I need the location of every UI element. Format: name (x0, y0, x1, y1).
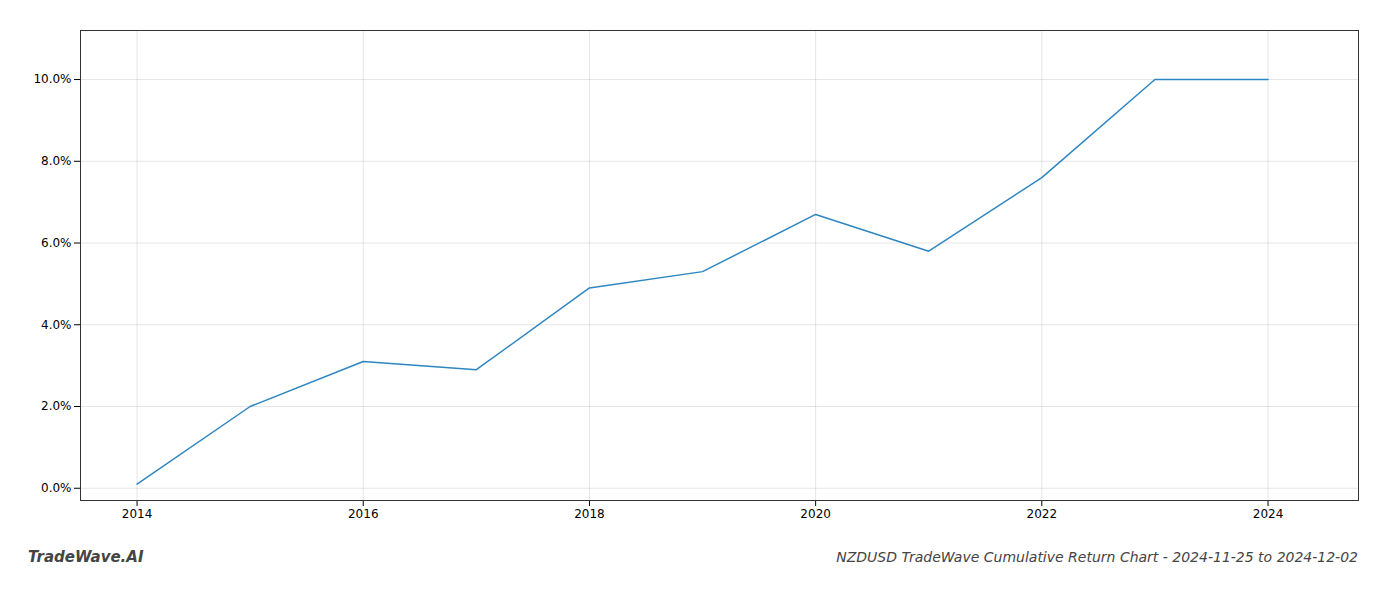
html-text:TradeWave.AI: TradeWave.AI (28, 548, 144, 566)
html-text:NZDUSD TradeWave Cumulative Re: NZDUSD TradeWave Cumulative Return Chart… (836, 549, 1358, 565)
svg-text:2014: 2014 (122, 507, 153, 521)
svg-text:2.0%: 2.0% (41, 399, 72, 413)
svg-text:2022: 2022 (1027, 507, 1058, 521)
svg-text:10.0%: 10.0% (33, 72, 71, 86)
svg-text:4.0%: 4.0% (41, 318, 72, 332)
svg-text:2024: 2024 (1253, 507, 1284, 521)
svg-text:2020: 2020 (800, 507, 831, 521)
svg-text:6.0%: 6.0% (41, 236, 72, 250)
svg-text:8.0%: 8.0% (41, 154, 72, 168)
svg-text:2016: 2016 (348, 507, 379, 521)
svg-text:2018: 2018 (574, 507, 605, 521)
svg-text:0.0%: 0.0% (41, 481, 72, 495)
